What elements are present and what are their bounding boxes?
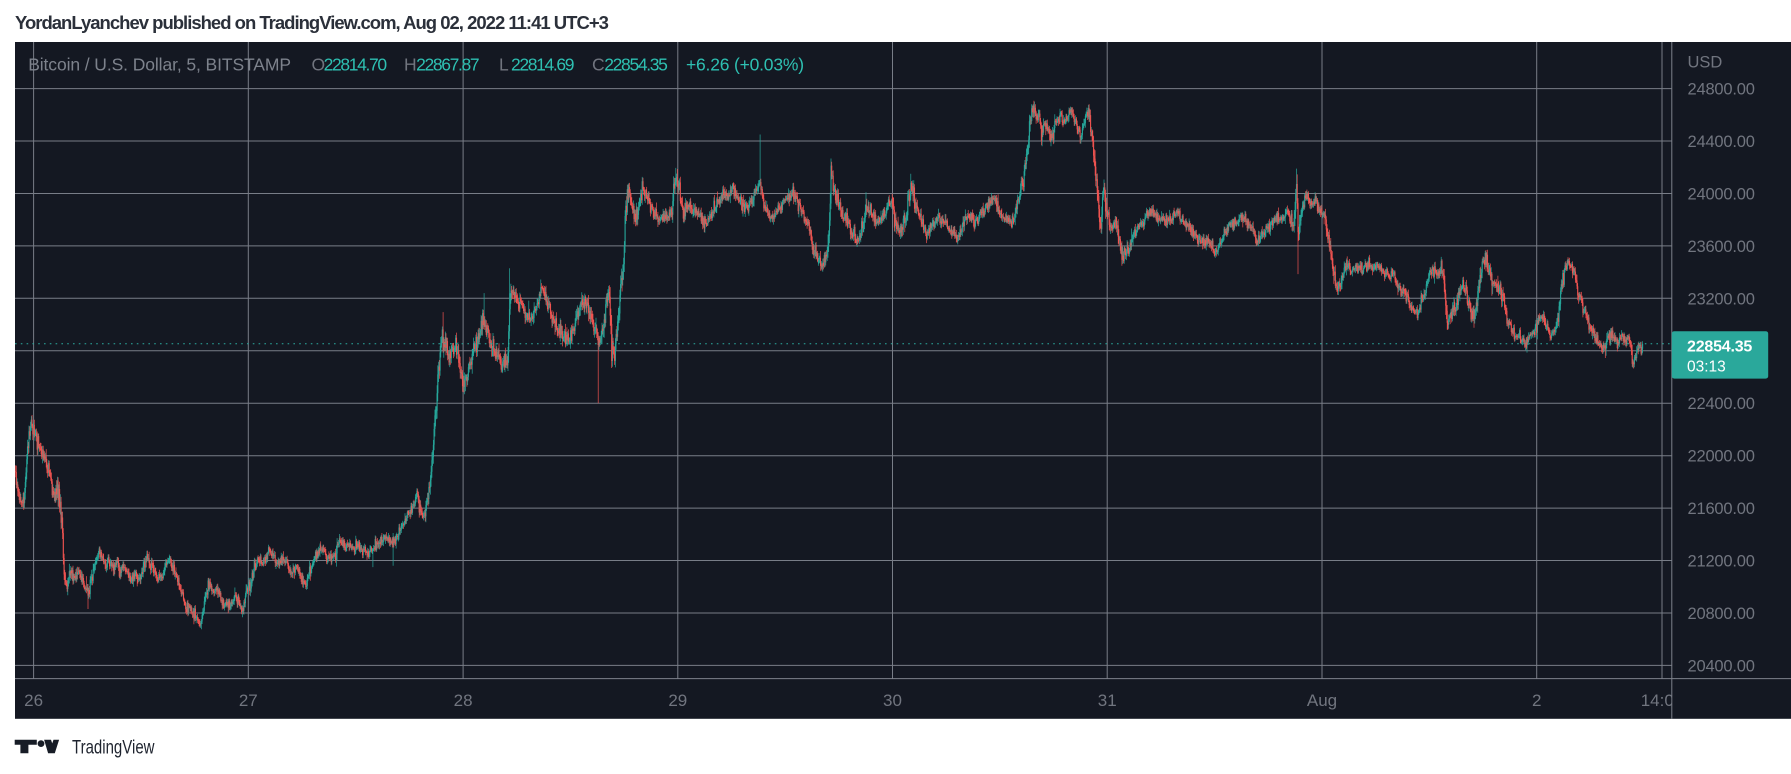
svg-text:24800.00: 24800.00: [1688, 81, 1755, 99]
svg-text:22000.00: 22000.00: [1688, 448, 1755, 466]
svg-text:14:00: 14:00: [1641, 691, 1684, 710]
svg-text:26: 26: [24, 691, 43, 710]
svg-text:29: 29: [668, 691, 687, 710]
svg-text:27: 27: [239, 691, 258, 710]
svg-text:TradingView: TradingView: [72, 736, 155, 758]
svg-text:20800.00: 20800.00: [1688, 605, 1755, 623]
svg-text:USD: USD: [1688, 54, 1723, 72]
svg-text:2: 2: [1532, 691, 1541, 710]
svg-text:20400.00: 20400.00: [1688, 657, 1755, 675]
svg-text:30: 30: [883, 691, 902, 710]
svg-text:22400.00: 22400.00: [1688, 395, 1755, 413]
svg-text:03:13: 03:13: [1687, 358, 1726, 375]
svg-text:24000.00: 24000.00: [1688, 186, 1755, 204]
svg-text:22854.35: 22854.35: [1687, 339, 1752, 356]
svg-text:Aug: Aug: [1307, 691, 1337, 710]
svg-text:28: 28: [454, 691, 473, 710]
svg-text:31: 31: [1098, 691, 1117, 710]
svg-text:21200.00: 21200.00: [1688, 553, 1755, 571]
svg-text:23200.00: 23200.00: [1688, 290, 1755, 308]
svg-text:21600.00: 21600.00: [1688, 500, 1755, 518]
svg-text:Bitcoin / U.S. Dollar, 5, BITS: Bitcoin / U.S. Dollar, 5, BITSTAMP O22814…: [28, 55, 804, 75]
svg-text:23600.00: 23600.00: [1688, 238, 1755, 256]
svg-text:24400.00: 24400.00: [1688, 133, 1755, 151]
